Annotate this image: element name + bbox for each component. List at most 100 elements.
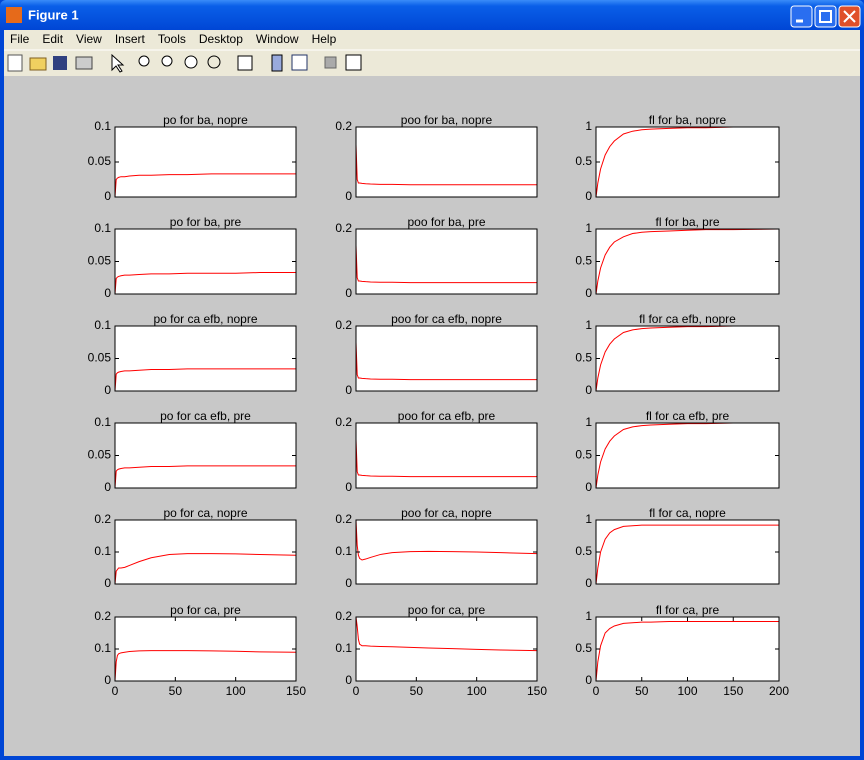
colorbar-icon[interactable] (271, 54, 283, 72)
menu-item[interactable]: Window (256, 32, 299, 46)
axes-background (596, 423, 779, 488)
toolbar (7, 53, 362, 73)
axes-background (596, 617, 779, 681)
axes-background (115, 617, 296, 681)
y-tick-label: 0 (585, 383, 592, 397)
plot-area (356, 520, 537, 561)
plot-area (115, 173, 296, 197)
subplot-title: poo for ca efb, nopre (391, 312, 502, 326)
plot-area (596, 127, 779, 197)
y-tick-label: 0.1 (94, 318, 111, 332)
x-tick-label: 50 (410, 684, 424, 698)
menu-item[interactable]: Edit (42, 32, 63, 46)
axes-background (356, 326, 537, 391)
plot-area (596, 524, 779, 584)
menu-item[interactable]: Tools (158, 32, 186, 46)
axes-box (355, 325, 538, 392)
x-tick-label: 0 (593, 684, 600, 698)
y-tick-label: 0 (585, 189, 592, 203)
subplot: 0 0.05 0.1 po for ba, pre (88, 215, 297, 300)
data-line (115, 553, 296, 584)
menu-item[interactable]: View (76, 32, 102, 46)
plot-area (356, 439, 537, 478)
data-line (115, 173, 296, 197)
subplot: 0 0.05 0.1 po for ba, nopre (88, 113, 297, 203)
data-line (596, 524, 779, 584)
plot-area (115, 553, 296, 584)
pan-icon[interactable] (184, 55, 198, 69)
y-tick-label: 1 (585, 318, 592, 332)
axes-background (596, 520, 779, 584)
subplot-title: po for ba, pre (170, 215, 242, 229)
y-tick-label: 0 (345, 383, 352, 397)
menu-item[interactable]: Insert (115, 32, 146, 46)
data-cursor-icon[interactable] (237, 55, 253, 71)
axes-background (115, 229, 296, 294)
y-tick-label: 0 (345, 576, 352, 590)
subplot-title: fl for ba, nopre (649, 113, 727, 127)
y-tick-label: 0.5 (575, 351, 592, 365)
subplot: 0 0.1 0.2 poo for ca, nopre (335, 506, 538, 590)
y-tick-label: 0.2 (335, 415, 352, 429)
subplot: 0 0.5 1 fl for ba, nopre (575, 113, 780, 203)
y-tick-label: 0 (104, 286, 111, 300)
data-line (356, 520, 537, 561)
x-tick-label: 150 (527, 684, 547, 698)
subplot: 0 0.5 1 fl for ca, nopre (575, 506, 780, 590)
plot-area (356, 342, 537, 381)
subplot-title: poo for ca efb, pre (398, 409, 496, 423)
subplot-title: po for ca efb, nopre (153, 312, 257, 326)
subplot: 0 0.5 1 fl for ca efb, pre (575, 409, 780, 494)
plot-area (596, 423, 779, 488)
maximize-icon (819, 10, 832, 23)
y-tick-label: 0.1 (94, 544, 111, 558)
axes-background (596, 326, 779, 391)
y-tick-label: 0.2 (335, 221, 352, 235)
data-line (596, 127, 779, 197)
maximize-button[interactable] (814, 5, 837, 28)
minimize-button[interactable] (790, 5, 813, 28)
menu-item[interactable]: File (10, 32, 30, 46)
y-tick-label: 1 (585, 221, 592, 235)
zoom-out-icon[interactable] (161, 55, 173, 67)
data-line (596, 229, 779, 294)
data-line (115, 272, 296, 294)
data-line (115, 650, 296, 681)
plot-area (356, 144, 537, 186)
y-tick-label: 0.1 (94, 221, 111, 235)
y-tick-label: 0 (104, 576, 111, 590)
hide-tools-icon[interactable] (324, 56, 337, 69)
open-icon[interactable] (29, 57, 47, 71)
data-line (356, 439, 537, 478)
subplot-title: fl for ca efb, nopre (639, 312, 736, 326)
y-tick-label: 0.05 (88, 254, 112, 268)
y-tick-label: 0.2 (335, 318, 352, 332)
new-icon[interactable] (7, 54, 23, 72)
subplot-title: po for ca, nopre (163, 506, 247, 520)
show-tools-icon[interactable] (345, 54, 362, 71)
y-tick-label: 0.1 (94, 119, 111, 133)
data-line (115, 465, 296, 488)
data-line (356, 617, 537, 652)
subplot: 0 0.2 poo for ca efb, nopre (335, 312, 538, 397)
x-tick-label: 100 (226, 684, 246, 698)
menu-item[interactable]: Help (312, 32, 337, 46)
print-icon[interactable] (75, 56, 93, 70)
data-line (596, 326, 779, 391)
menu-item[interactable]: Desktop (199, 32, 243, 46)
y-tick-label: 1 (585, 119, 592, 133)
data-line (596, 620, 779, 681)
subplot: 0 0.2 poo for ba, nopre (335, 113, 538, 203)
x-tick-label: 0 (112, 684, 119, 698)
subplot: 0 0.1 0.2 po for ca, nopre (94, 506, 297, 590)
x-tick-label: 100 (467, 684, 487, 698)
axes-background (115, 423, 296, 488)
menu-bar: File Edit View Insert Tools Desktop Window Help (10, 32, 337, 46)
rotate-icon[interactable] (207, 55, 221, 69)
y-tick-label: 0.5 (575, 154, 592, 168)
legend-icon[interactable] (291, 54, 308, 71)
save-icon[interactable] (53, 56, 67, 70)
x-tick-label: 0 (353, 684, 360, 698)
arrow-icon[interactable] (111, 53, 125, 73)
zoom-in-icon[interactable] (138, 55, 150, 67)
